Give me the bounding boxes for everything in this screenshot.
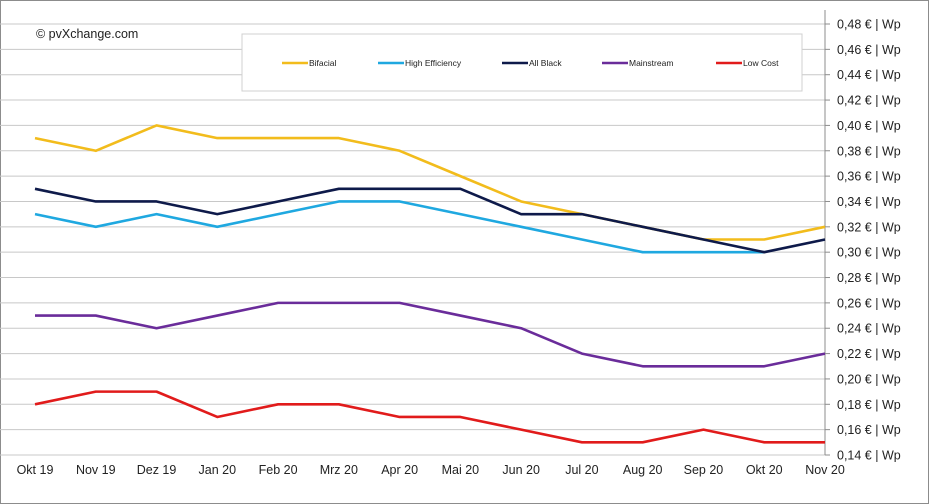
series-line-mainstream	[35, 301, 826, 368]
axes: 0,14 € | Wp 0,16 € | Wp 0,18 € | Wp 0,20 € …	[17, 10, 901, 477]
y-tick-label: 0,18 € | Wp	[837, 398, 901, 412]
x-tick-label: Jun 20	[502, 463, 540, 477]
series-line-low-cost	[34, 390, 825, 444]
y-tick-label: 0,44 € | Wp	[837, 68, 901, 82]
y-tick-label: 0,30 € | Wp	[837, 246, 901, 260]
x-tick-label: Jul 20	[565, 463, 598, 477]
legend-label: Low Cost	[743, 58, 779, 68]
x-tick-label: Aug 20	[623, 463, 663, 477]
series-line-bifacial	[34, 124, 826, 241]
y-tick-label: 0,40 € | Wp	[837, 119, 901, 133]
y-tick-label: 0,32 € | Wp	[837, 220, 901, 234]
legend-label: Bifacial	[309, 58, 337, 68]
y-tick-label: 0,16 € | Wp	[837, 423, 901, 437]
y-tick-label: 0,42 € | Wp	[837, 94, 901, 108]
y-tick-label: 0,34 € | Wp	[837, 195, 901, 209]
y-tick-label: 0,48 € | Wp	[837, 18, 901, 32]
x-tick-label: Nov 19	[76, 463, 116, 477]
series-lines	[34, 124, 826, 444]
copyright-text: © pvXchange.com	[36, 27, 138, 41]
y-tick-label: 0,38 € | Wp	[837, 144, 901, 158]
x-tick-label: Mai 20	[442, 463, 480, 477]
x-tick-label: Apr 20	[381, 463, 418, 477]
x-tick-label: Okt 20	[746, 463, 783, 477]
series-line-all-black	[34, 187, 826, 254]
legend-label: Mainstream	[629, 58, 673, 68]
y-tick-label: 0,22 € | Wp	[837, 347, 901, 361]
x-tick-label: Sep 20	[684, 463, 724, 477]
y-tick-label: 0,46 € | Wp	[837, 43, 901, 57]
y-tick-label: 0,28 € | Wp	[837, 271, 901, 285]
y-tick-label: 0,36 € | Wp	[837, 170, 901, 184]
legend-label: High Efficiency	[405, 58, 462, 68]
x-tick-label: Feb 20	[259, 463, 298, 477]
y-tick-label: 0,26 € | Wp	[837, 296, 901, 310]
legend-label: All Black	[529, 58, 562, 68]
legend: Bifacial High Efficiency All Black Mainstre…	[241, 33, 803, 92]
y-tick-label: 0,14 € | Wp	[837, 449, 901, 463]
x-tick-label: Jan 20	[199, 463, 237, 477]
series-line-high-efficiency	[34, 200, 765, 254]
y-tick-label: 0,24 € | Wp	[837, 322, 901, 336]
x-tick-label: Okt 19	[17, 463, 54, 477]
x-tick-label: Nov 20	[805, 463, 845, 477]
y-tick-label: 0,20 € | Wp	[837, 372, 901, 386]
x-tick-label: Dez 19	[137, 463, 177, 477]
x-tick-label: Mrz 20	[320, 463, 358, 477]
